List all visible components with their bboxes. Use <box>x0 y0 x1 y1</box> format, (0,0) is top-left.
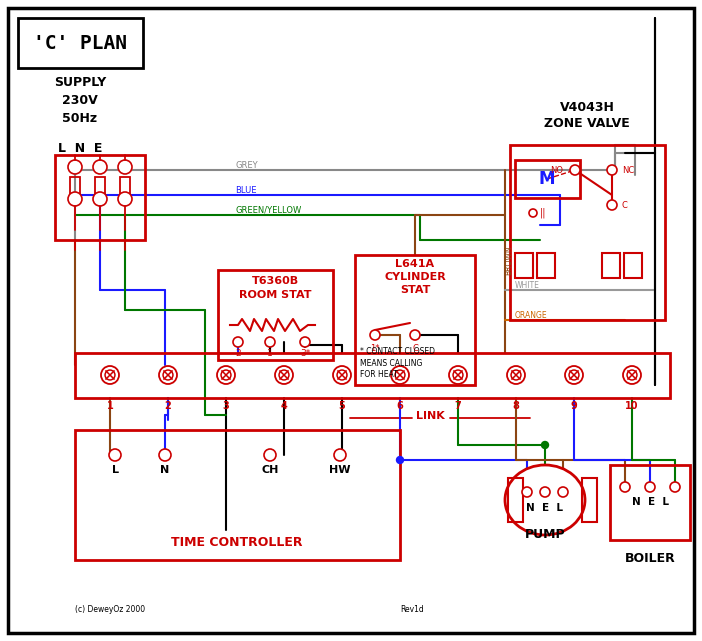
Bar <box>355 255 475 385</box>
Text: 9: 9 <box>571 401 577 411</box>
Text: HW: HW <box>329 465 351 475</box>
Text: PUMP: PUMP <box>524 528 565 542</box>
Text: 5: 5 <box>338 401 345 411</box>
Text: ||: || <box>540 208 546 218</box>
Circle shape <box>370 330 380 340</box>
Circle shape <box>68 192 82 206</box>
Circle shape <box>118 192 132 206</box>
Text: 1: 1 <box>267 349 273 358</box>
Bar <box>582 478 597 522</box>
Text: M: M <box>538 170 555 188</box>
Circle shape <box>334 449 346 461</box>
Text: N: N <box>160 465 170 475</box>
Text: N  E  L: N E L <box>632 497 668 507</box>
Text: L  N  E: L N E <box>58 142 102 154</box>
Bar <box>218 270 333 360</box>
Circle shape <box>607 200 617 210</box>
Bar <box>70 177 80 195</box>
Text: TIME CONTROLLER: TIME CONTROLLER <box>171 535 303 549</box>
Circle shape <box>541 442 548 449</box>
Circle shape <box>540 487 550 497</box>
Text: GREY: GREY <box>235 160 258 169</box>
Circle shape <box>570 165 580 175</box>
Bar <box>610 465 690 540</box>
Bar <box>55 155 145 240</box>
Text: GREEN/YELLOW: GREEN/YELLOW <box>235 206 301 215</box>
Text: 4: 4 <box>281 401 287 411</box>
Text: NO: NO <box>550 165 563 174</box>
Bar <box>508 478 523 522</box>
Circle shape <box>607 165 617 175</box>
Circle shape <box>645 482 655 492</box>
Circle shape <box>159 449 171 461</box>
Text: Rev1d: Rev1d <box>400 606 424 615</box>
Circle shape <box>265 337 275 347</box>
Circle shape <box>93 192 107 206</box>
Circle shape <box>558 487 568 497</box>
Text: C: C <box>622 201 628 210</box>
Circle shape <box>93 160 107 174</box>
Circle shape <box>410 330 420 340</box>
Bar <box>120 177 130 195</box>
Text: CH: CH <box>261 465 279 475</box>
Text: 8: 8 <box>512 401 519 411</box>
Text: (c) DeweyOz 2000: (c) DeweyOz 2000 <box>75 606 145 615</box>
Text: BLUE: BLUE <box>235 185 256 194</box>
Bar <box>510 145 665 320</box>
Circle shape <box>300 337 310 347</box>
Text: T6360B
ROOM STAT: T6360B ROOM STAT <box>239 276 311 299</box>
Circle shape <box>233 337 243 347</box>
Bar <box>18 18 143 68</box>
Bar <box>515 253 533 278</box>
Bar <box>75 353 670 398</box>
Text: BOILER: BOILER <box>625 551 675 565</box>
Ellipse shape <box>505 465 585 535</box>
Circle shape <box>397 456 404 463</box>
Circle shape <box>670 482 680 492</box>
Bar <box>624 253 642 278</box>
Text: 2: 2 <box>235 349 241 358</box>
Text: LINK: LINK <box>416 411 444 421</box>
Text: WHITE: WHITE <box>515 281 540 290</box>
Text: 7: 7 <box>455 401 461 411</box>
Bar <box>95 177 105 195</box>
Bar <box>75 430 400 560</box>
Circle shape <box>264 449 276 461</box>
Circle shape <box>118 160 132 174</box>
Circle shape <box>68 160 82 174</box>
Text: L641A
CYLINDER
STAT: L641A CYLINDER STAT <box>384 259 446 296</box>
Text: 3*: 3* <box>300 349 310 358</box>
Text: 1*: 1* <box>370 344 380 353</box>
Circle shape <box>620 482 630 492</box>
Text: BROWN: BROWN <box>505 246 513 275</box>
Text: 'C' PLAN: 'C' PLAN <box>33 33 127 53</box>
Text: N  E  L: N E L <box>526 503 564 513</box>
Text: 2: 2 <box>165 401 171 411</box>
Circle shape <box>522 487 532 497</box>
Bar <box>537 253 555 278</box>
Text: 10: 10 <box>625 401 639 411</box>
Text: * CONTACT CLOSED
MEANS CALLING
FOR HEAT: * CONTACT CLOSED MEANS CALLING FOR HEAT <box>360 347 435 379</box>
Text: V4043H
ZONE VALVE: V4043H ZONE VALVE <box>544 101 630 129</box>
Text: 3: 3 <box>223 401 230 411</box>
Text: ORANGE: ORANGE <box>515 310 548 319</box>
Bar <box>602 253 620 278</box>
Text: C: C <box>412 344 418 353</box>
Text: 6: 6 <box>397 401 404 411</box>
Bar <box>515 160 580 198</box>
Circle shape <box>529 209 537 217</box>
Text: NC: NC <box>622 165 634 174</box>
Circle shape <box>109 449 121 461</box>
Text: 1: 1 <box>107 401 114 411</box>
Text: SUPPLY
230V
50Hz: SUPPLY 230V 50Hz <box>54 76 106 124</box>
Text: L: L <box>112 465 119 475</box>
